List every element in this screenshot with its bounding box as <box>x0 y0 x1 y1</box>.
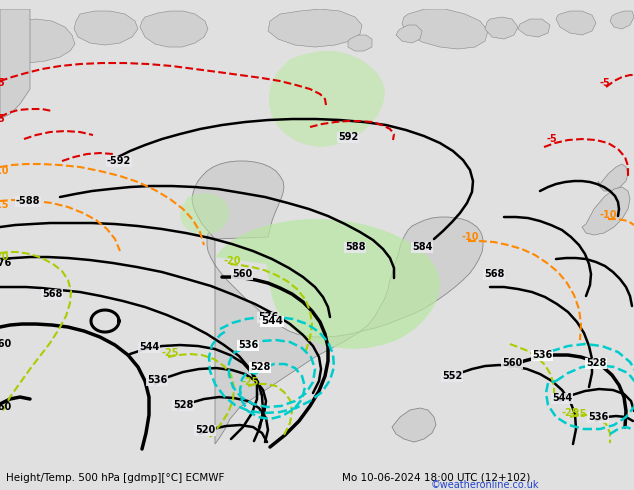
Text: 528: 528 <box>173 400 193 410</box>
Text: 528: 528 <box>250 362 270 372</box>
Polygon shape <box>192 161 284 239</box>
Text: -25: -25 <box>161 348 179 358</box>
Text: 536: 536 <box>588 412 608 422</box>
Text: -5: -5 <box>547 134 557 144</box>
Text: 584: 584 <box>412 242 432 252</box>
Text: 552: 552 <box>442 371 462 381</box>
Text: -560: -560 <box>0 402 12 412</box>
Text: 520: 520 <box>195 425 215 435</box>
Text: Height/Temp. 500 hPa [gdmp][°C] ECMWF: Height/Temp. 500 hPa [gdmp][°C] ECMWF <box>6 473 224 483</box>
Text: 536: 536 <box>147 375 167 385</box>
Text: -5: -5 <box>600 78 611 88</box>
Polygon shape <box>392 408 436 442</box>
Text: 588: 588 <box>345 242 365 252</box>
Text: -20: -20 <box>0 252 9 262</box>
Polygon shape <box>207 217 483 444</box>
Text: -592: -592 <box>107 156 131 166</box>
Text: 568: 568 <box>484 269 504 279</box>
Text: 536: 536 <box>532 350 552 360</box>
Text: -10: -10 <box>462 232 479 242</box>
Text: -10: -10 <box>0 166 9 176</box>
Text: 544: 544 <box>261 316 283 326</box>
Text: -20: -20 <box>223 256 241 266</box>
Polygon shape <box>140 11 208 47</box>
Polygon shape <box>0 19 75 63</box>
Text: -576: -576 <box>0 258 12 268</box>
Text: -560: -560 <box>0 339 12 349</box>
Text: -10: -10 <box>599 210 617 220</box>
Polygon shape <box>348 35 372 51</box>
Text: ©weatheronline.co.uk: ©weatheronline.co.uk <box>431 480 540 490</box>
Polygon shape <box>598 164 628 191</box>
Polygon shape <box>180 193 229 235</box>
Text: -5: -5 <box>0 114 5 124</box>
Polygon shape <box>556 11 596 35</box>
Polygon shape <box>518 19 550 37</box>
Text: -25: -25 <box>242 377 259 387</box>
Text: 592: 592 <box>338 132 358 142</box>
Text: -15: -15 <box>0 200 9 210</box>
Text: 560: 560 <box>502 358 522 368</box>
Text: -5: -5 <box>0 78 5 88</box>
Text: Mo 10-06-2024 18:00 UTC (12+102): Mo 10-06-2024 18:00 UTC (12+102) <box>342 473 531 483</box>
Polygon shape <box>582 187 630 235</box>
Text: 544: 544 <box>552 393 572 403</box>
Text: 560: 560 <box>232 269 252 279</box>
Text: 536: 536 <box>238 340 258 350</box>
Polygon shape <box>269 51 385 147</box>
Polygon shape <box>485 17 518 39</box>
Polygon shape <box>402 9 488 49</box>
Text: 576: 576 <box>258 312 278 322</box>
Text: -588: -588 <box>16 196 40 206</box>
Polygon shape <box>0 9 30 119</box>
Text: 544: 544 <box>139 342 159 352</box>
Polygon shape <box>396 25 422 43</box>
Polygon shape <box>268 9 362 47</box>
Text: 528: 528 <box>586 358 606 368</box>
Text: -35: -35 <box>569 409 586 419</box>
Polygon shape <box>215 219 440 349</box>
Polygon shape <box>610 11 634 29</box>
Text: -25: -25 <box>561 408 579 418</box>
Text: 568: 568 <box>42 289 62 299</box>
Polygon shape <box>74 11 138 45</box>
